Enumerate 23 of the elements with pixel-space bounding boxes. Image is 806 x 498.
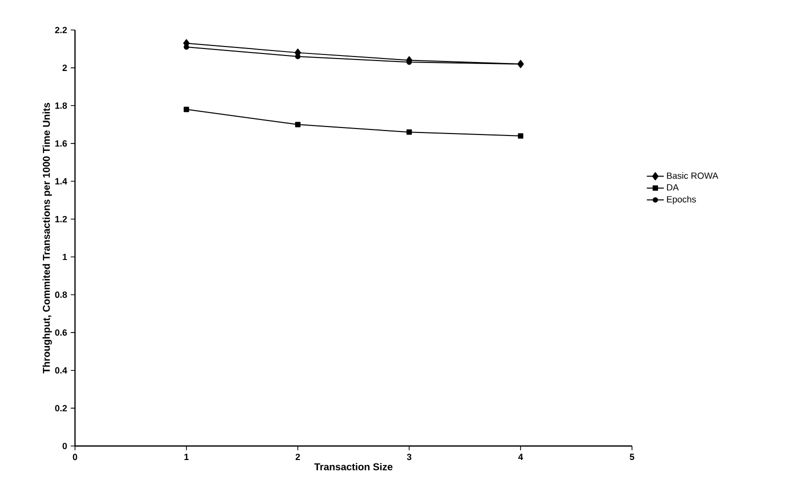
y-tick-label: 1.6 [55,140,67,147]
x-tick-label: 4 [518,454,524,460]
y-tick-label: 1.8 [55,102,67,109]
y-tick-label: 1 [62,254,67,260]
y-tick-label: 0.4 [55,367,68,374]
y-tick-label: 1.2 [55,216,67,222]
y-tick-label: 2.2 [55,26,67,34]
y-tick-label: 0.8 [55,292,67,298]
x-tick-label: 2 [296,454,300,460]
y-tick-label: 0.2 [55,405,67,412]
y-tick-label: 0.6 [55,329,67,336]
y-tick-label: 1.4 [55,178,68,184]
x-axis-title: Transaction Size [314,462,392,470]
y-tick-label: 0 [62,442,67,450]
legend-label: Basic ROWA [667,172,718,179]
x-tick-label: 1 [184,454,189,460]
x-tick-label: 3 [406,454,412,460]
y-tick-label: 2 [62,64,67,71]
x-tick-label: 0 [72,454,78,460]
x-tick-label: 5 [630,454,634,460]
legend-label: DA [667,184,679,190]
y-axis-title: Throughput, Commited Transactions per 1000 Time Units [42,102,52,374]
legend-label: Epochs [667,196,696,204]
